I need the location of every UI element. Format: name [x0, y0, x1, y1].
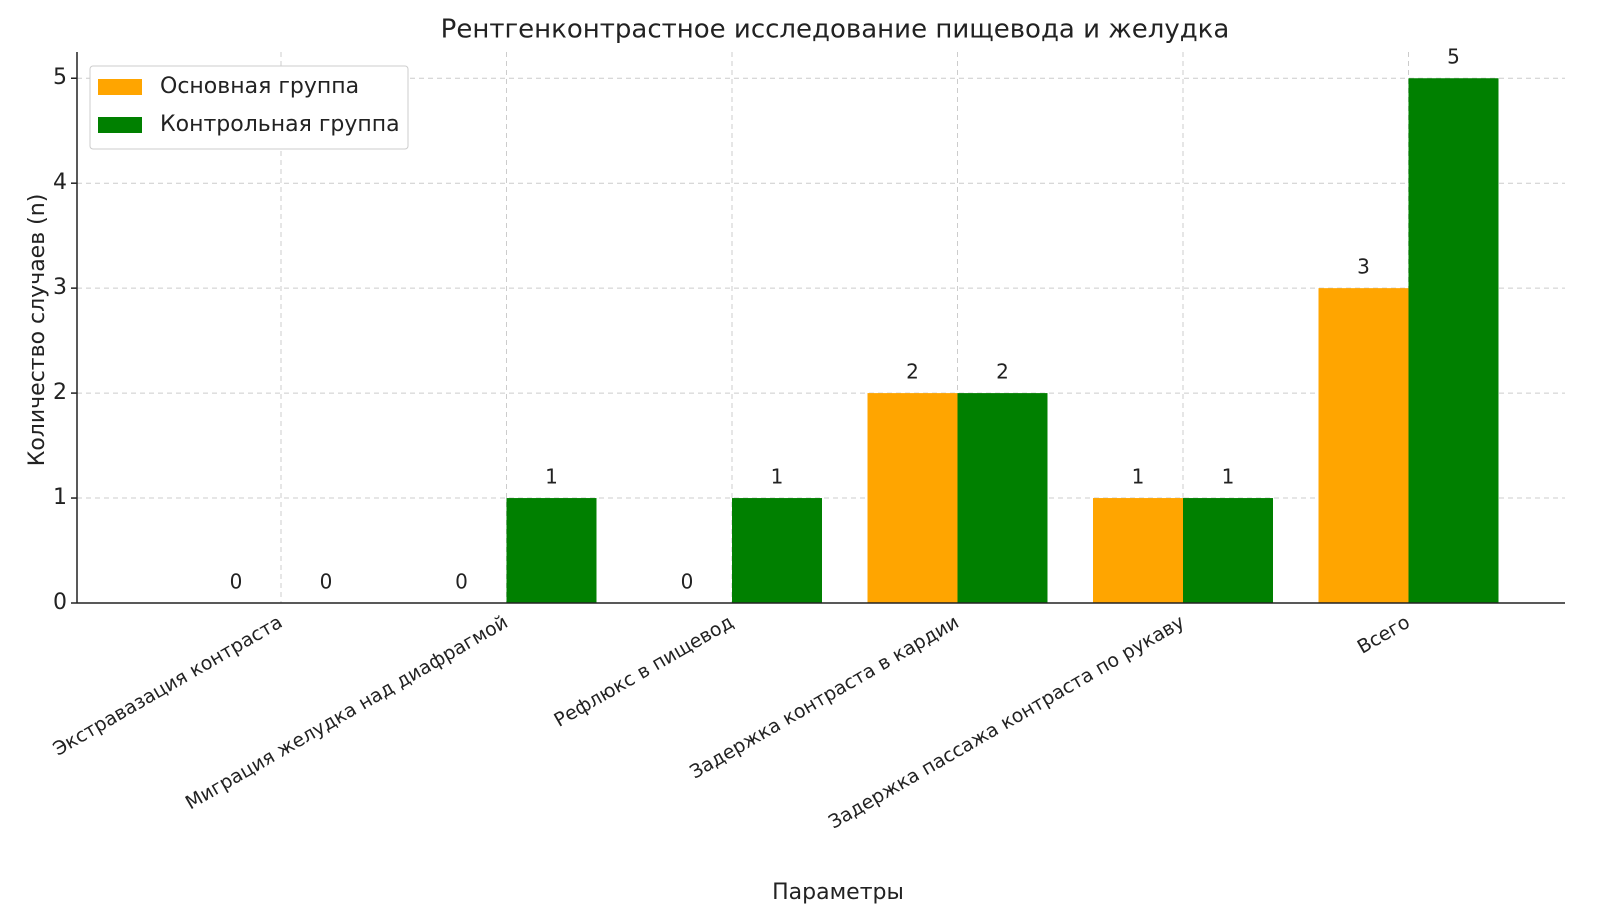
y-tick-label: 1 — [53, 485, 67, 510]
data-label: 1 — [1132, 465, 1145, 489]
data-label: 0 — [681, 570, 694, 594]
data-label: 1 — [771, 465, 784, 489]
data-label: 2 — [996, 360, 1009, 384]
legend-label: Контрольная группа — [160, 112, 400, 137]
data-label: 0 — [230, 570, 243, 594]
y-tick-label: 2 — [53, 380, 67, 405]
data-label: 0 — [455, 570, 468, 594]
legend-label: Основная группа — [160, 74, 359, 99]
data-label: 5 — [1447, 45, 1460, 69]
y-tick-label: 4 — [53, 170, 67, 195]
data-label: 3 — [1357, 255, 1370, 279]
y-tick-label: 3 — [53, 275, 67, 300]
data-label: 1 — [1222, 465, 1235, 489]
x-tick-label: Задержка пассажа контраста по рукаву — [825, 611, 1188, 833]
legend: Основная группа Контрольная группа — [89, 65, 409, 150]
bar — [1183, 498, 1273, 603]
bar — [1408, 78, 1499, 603]
bar — [732, 498, 822, 603]
x-tick-label: Всего — [1354, 611, 1414, 658]
data-label: 2 — [906, 360, 919, 384]
y-tick-label: 5 — [53, 65, 67, 90]
data-label: 0 — [320, 570, 333, 594]
bar — [1093, 498, 1183, 603]
y-axis-label: Количество случаев (n) — [25, 194, 50, 467]
x-tick-label: Рефлюкс в пищевод — [550, 611, 737, 732]
chart-title: Рентгенконтрастное исследование пищевода… — [441, 15, 1230, 45]
x-axis-label: Параметры — [772, 880, 904, 905]
bar — [867, 393, 958, 603]
legend-swatch — [98, 79, 142, 95]
bar — [1318, 288, 1409, 603]
bar — [957, 393, 1048, 603]
y-tick-label: 0 — [53, 590, 67, 615]
bar — [506, 498, 597, 603]
data-label: 1 — [545, 465, 558, 489]
legend-box — [89, 65, 409, 150]
x-tick-label: Экстравазация контраста — [49, 611, 286, 760]
legend-swatch — [98, 117, 142, 133]
x-tick-label: Задержка контраста в кардии — [686, 611, 963, 783]
